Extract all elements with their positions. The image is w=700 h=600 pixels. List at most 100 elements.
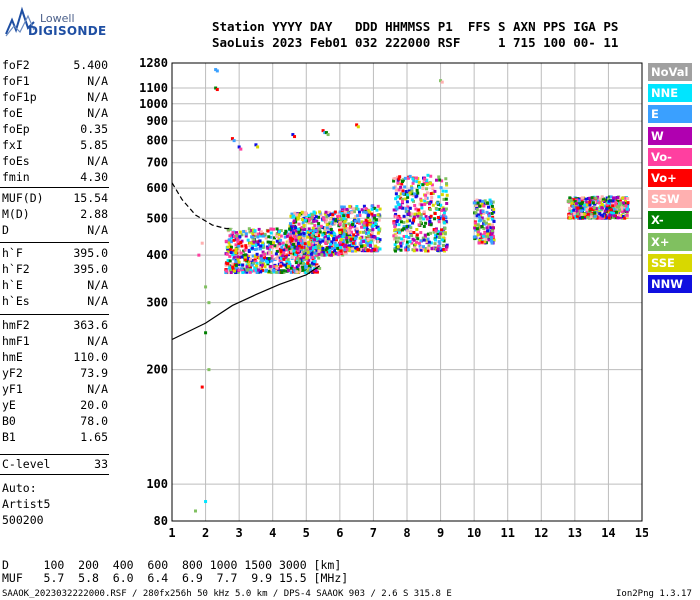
echo-point [243, 248, 247, 252]
y-tick-label: 500 [146, 211, 168, 225]
echo-point [376, 240, 380, 244]
echo-point [364, 211, 368, 215]
echo-point [275, 234, 279, 238]
echo-point [422, 224, 426, 228]
echo-point [300, 227, 304, 231]
echo-point [321, 246, 325, 250]
echo-point [424, 197, 428, 201]
echo-point [482, 226, 486, 230]
echo-point [332, 235, 336, 239]
echo-point [277, 233, 281, 237]
echo-point [415, 228, 419, 232]
echo-point [394, 215, 398, 219]
echo-point [304, 265, 308, 269]
echo-point [425, 217, 429, 221]
param-value: N/A [87, 90, 108, 104]
echo-point [362, 204, 366, 208]
echo-point [334, 251, 338, 255]
echo-point [432, 230, 436, 234]
param-row-fmin: fmin 4.30 [2, 170, 108, 187]
echo-point [330, 222, 334, 226]
echo-point [279, 252, 283, 256]
echo-point [412, 217, 416, 221]
echo-point [414, 207, 418, 211]
echo-point [478, 199, 482, 203]
echo-point [433, 217, 437, 221]
echo-point [312, 267, 316, 271]
y-tick-label: 100 [146, 477, 168, 491]
echo-point [279, 234, 283, 238]
echo-point [429, 241, 433, 245]
echo-point [622, 204, 626, 208]
echo-point [485, 201, 489, 205]
echo-point [607, 199, 611, 203]
echo-point [343, 228, 347, 232]
echo-point [290, 264, 294, 268]
param-row-hes: h`Es N/A [2, 294, 108, 311]
param-label: h`Es [2, 294, 30, 308]
x-tick-label: 12 [534, 526, 548, 540]
echo-point [490, 217, 494, 221]
echo-point [292, 242, 296, 246]
echo-point [611, 199, 615, 203]
echo-point [356, 125, 360, 129]
echo-point [440, 232, 444, 236]
header-line-1: Station YYYY DAY DDD HHMMSS P1 FFS S AXN… [212, 19, 619, 34]
echo-point [235, 231, 239, 235]
echo-point [295, 259, 299, 263]
echo-point [232, 249, 236, 253]
echo-point [410, 234, 414, 238]
echo-point [580, 206, 584, 210]
echo-point [292, 234, 296, 238]
echo-point [423, 199, 427, 203]
echo-point [427, 240, 431, 244]
param-label: fmin [2, 170, 30, 184]
param-value: 2.88 [80, 207, 108, 221]
echo-point [396, 175, 400, 179]
echo-point [311, 229, 315, 233]
echo-point [473, 226, 477, 230]
echo-point [292, 249, 296, 253]
echo-point [419, 248, 423, 252]
echo-point [415, 235, 419, 239]
echo-point [393, 243, 397, 247]
echo-point [318, 227, 322, 231]
echo-point [486, 217, 490, 221]
echo-point [276, 255, 280, 259]
param-label: MUF(D) [2, 191, 44, 205]
x-tick-label: 8 [403, 526, 410, 540]
echo-point [305, 269, 309, 273]
echo-point [419, 239, 423, 243]
echo-point [590, 210, 594, 214]
echo-point [394, 188, 398, 192]
echo-point [197, 253, 201, 257]
echo-point [396, 218, 400, 222]
echo-point [247, 249, 251, 253]
echo-point [404, 197, 408, 201]
echo-point [370, 235, 374, 239]
y-tick-label: 400 [146, 248, 168, 262]
echo-point [411, 177, 415, 181]
echo-point [593, 211, 597, 215]
echo-point [429, 223, 433, 227]
echo-point [329, 242, 333, 246]
echo-point [299, 261, 303, 265]
echo-point [442, 236, 446, 240]
echo-point [263, 232, 267, 236]
echo-point [325, 237, 329, 241]
echo-point [405, 219, 409, 223]
echo-point [590, 196, 594, 200]
echo-point [365, 223, 369, 227]
echo-point [417, 211, 421, 215]
echo-point [414, 242, 418, 246]
echo-point [607, 204, 611, 208]
echo-point [442, 197, 446, 201]
echo-point [358, 221, 362, 225]
echo-point [256, 235, 260, 239]
echo-point [229, 245, 233, 249]
echo-point [484, 221, 488, 225]
echo-point [275, 250, 279, 254]
echo-point [282, 269, 286, 273]
echo-point [350, 230, 354, 234]
echo-point [418, 216, 422, 220]
